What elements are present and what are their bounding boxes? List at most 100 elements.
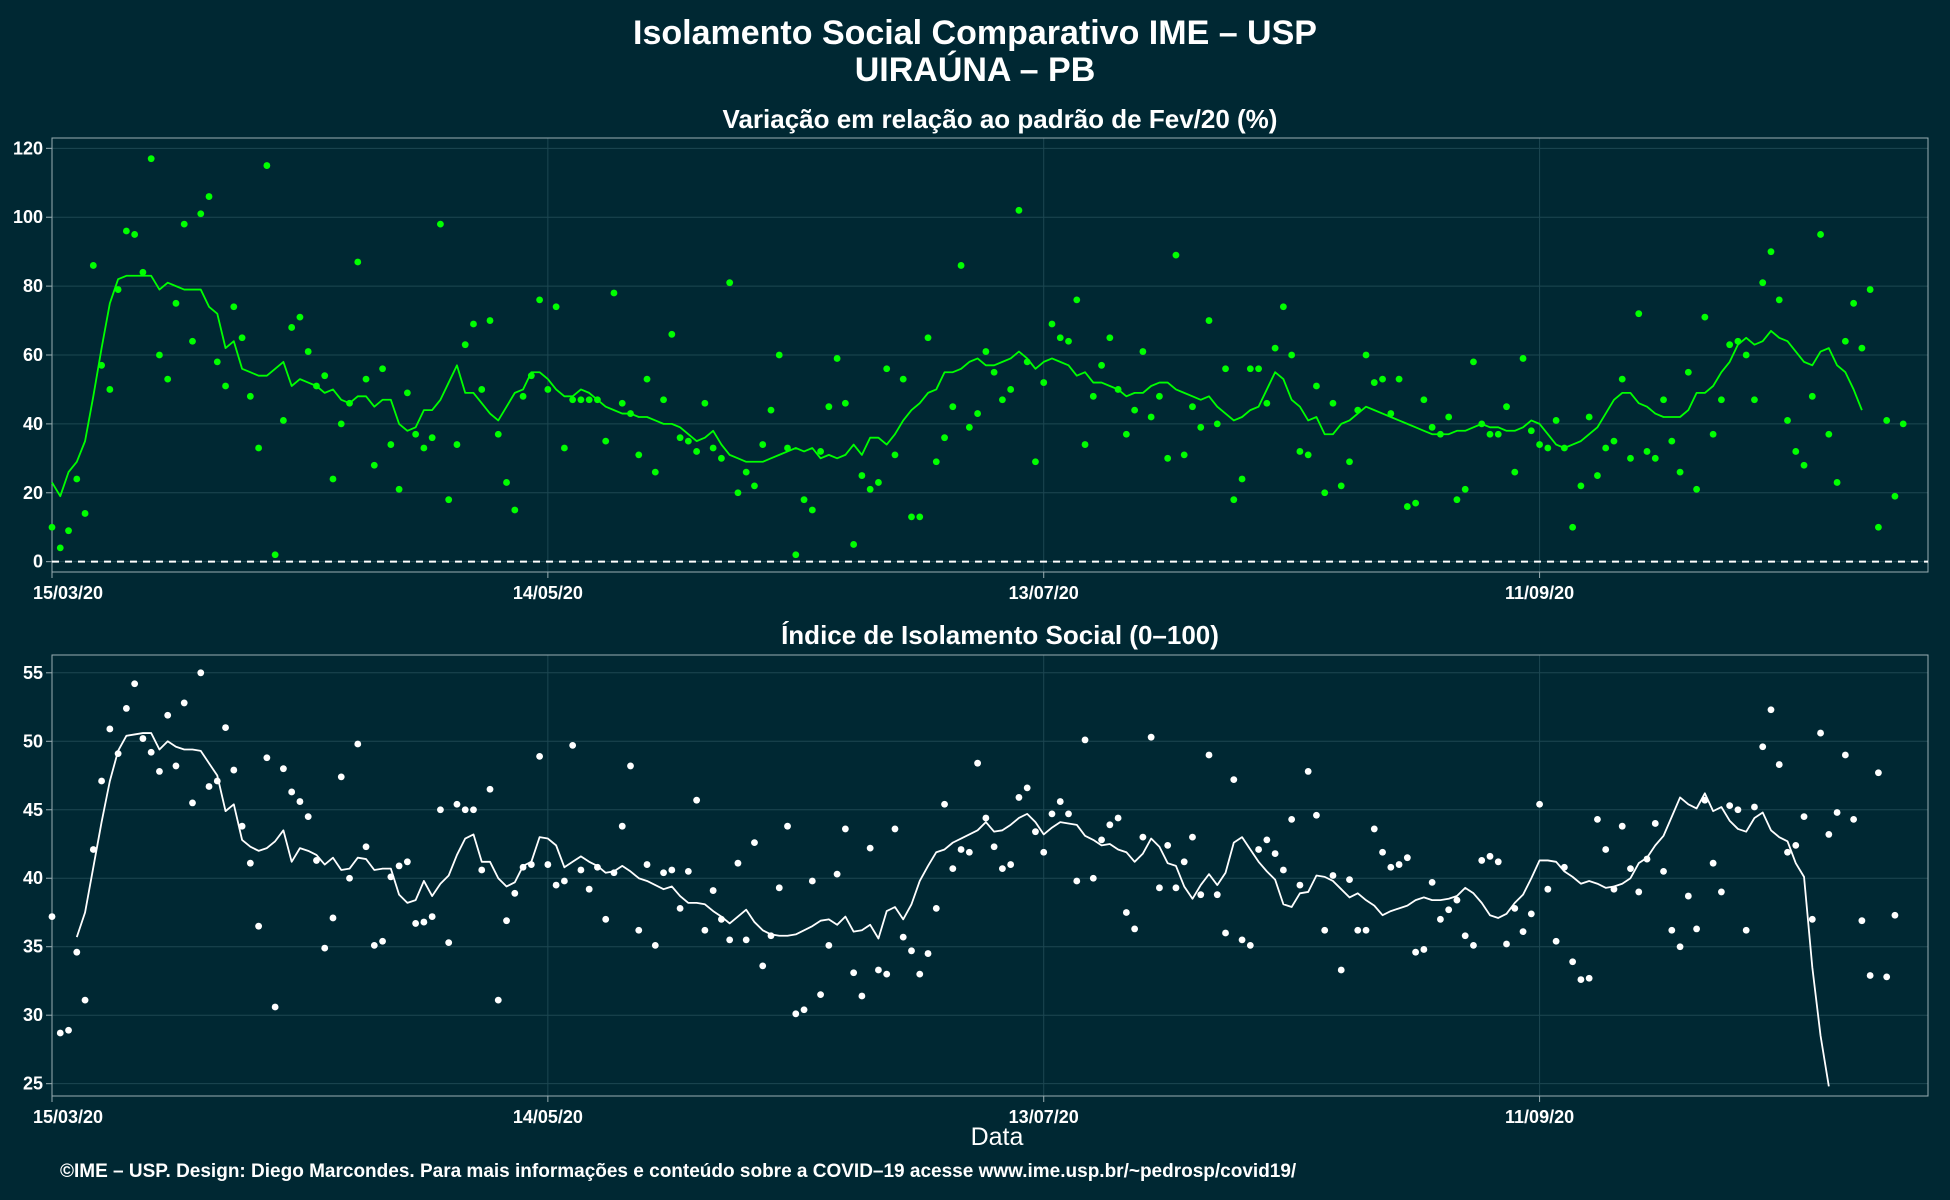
x-axis-label: Data xyxy=(971,1123,1024,1151)
data-point xyxy=(660,396,667,404)
data-point xyxy=(1453,496,1461,504)
data-point xyxy=(271,551,279,559)
data-point xyxy=(544,861,552,868)
data-point xyxy=(1420,946,1428,953)
data-point xyxy=(1296,448,1304,455)
data-point xyxy=(1841,751,1849,759)
data-point xyxy=(1238,475,1246,483)
data-point xyxy=(1164,841,1172,849)
data-point xyxy=(775,351,783,359)
data-point xyxy=(1065,810,1072,818)
data-point xyxy=(89,262,97,269)
data-point xyxy=(1742,926,1750,934)
data-point xyxy=(1759,279,1767,287)
data-point xyxy=(866,485,874,493)
data-point xyxy=(1693,485,1700,493)
data-point xyxy=(701,926,709,934)
data-point xyxy=(1172,884,1180,892)
data-point xyxy=(1899,420,1907,428)
data-point xyxy=(1660,867,1667,875)
data-point xyxy=(1701,796,1709,804)
data-point xyxy=(1387,863,1395,871)
data-point xyxy=(1279,303,1287,311)
data-point xyxy=(1122,430,1130,438)
data-point xyxy=(1709,430,1717,438)
data-point xyxy=(379,365,386,373)
data-point xyxy=(1544,444,1552,452)
data-point xyxy=(527,861,535,868)
data-point xyxy=(1032,458,1039,466)
data-point xyxy=(246,392,254,400)
data-point xyxy=(73,948,81,956)
data-point xyxy=(65,527,72,535)
data-point xyxy=(875,966,882,974)
data-point xyxy=(610,289,618,297)
data-point xyxy=(1883,973,1891,981)
data-point xyxy=(1519,355,1527,362)
data-point xyxy=(1395,861,1403,868)
data-point xyxy=(271,1003,279,1011)
data-point xyxy=(651,941,659,949)
data-point xyxy=(536,296,543,304)
data-point xyxy=(1610,885,1618,893)
data-point xyxy=(1246,365,1254,373)
data-point xyxy=(1147,413,1155,421)
data-point xyxy=(164,711,172,719)
data-point xyxy=(1717,888,1725,896)
data-point xyxy=(1288,351,1296,359)
data-point xyxy=(246,859,254,867)
data-point xyxy=(1643,448,1651,455)
data-point xyxy=(560,444,568,452)
data-point xyxy=(1065,337,1072,345)
data-point xyxy=(833,870,841,878)
data-point xyxy=(156,768,163,775)
data-point xyxy=(222,724,229,731)
data-point xyxy=(205,193,213,200)
data-point xyxy=(536,752,543,760)
data-point xyxy=(932,458,940,466)
data-point xyxy=(1734,806,1742,814)
data-point xyxy=(1346,876,1353,884)
data-point xyxy=(618,822,626,830)
data-point xyxy=(73,475,81,483)
data-point xyxy=(122,227,130,235)
data-point xyxy=(1775,296,1783,304)
data-point xyxy=(205,783,213,790)
y-tick-label: 20 xyxy=(23,483,43,503)
x-tick-label: 13/07/20 xyxy=(1009,1107,1079,1127)
data-point xyxy=(1131,925,1139,933)
data-point xyxy=(478,386,486,393)
data-point xyxy=(329,914,337,922)
data-point xyxy=(1668,437,1676,445)
data-point xyxy=(1222,929,1229,937)
data-point xyxy=(1205,751,1213,759)
data-point xyxy=(585,885,593,893)
data-point xyxy=(726,936,734,944)
data-point xyxy=(1784,417,1791,424)
data-point xyxy=(1751,803,1758,811)
data-point xyxy=(602,437,610,445)
data-point xyxy=(1635,888,1643,896)
data-point xyxy=(1825,430,1833,438)
data-point xyxy=(461,806,469,814)
data-point xyxy=(238,822,246,830)
data-point xyxy=(1478,420,1486,428)
x-tick-label: 14/05/20 xyxy=(513,583,583,603)
data-point xyxy=(1519,928,1527,936)
data-point xyxy=(1412,948,1420,956)
data-point xyxy=(1577,976,1585,983)
data-point xyxy=(949,865,957,873)
data-point xyxy=(1056,798,1064,805)
x-tick-label: 15/03/20 xyxy=(33,1107,103,1127)
data-point xyxy=(527,372,535,380)
data-point xyxy=(1470,941,1477,949)
data-point xyxy=(569,741,577,749)
data-point xyxy=(1552,417,1560,424)
data-point xyxy=(726,279,734,287)
data-point xyxy=(1676,468,1684,476)
data-point xyxy=(850,969,858,977)
y-tick-label: 50 xyxy=(23,731,43,751)
data-point xyxy=(1189,403,1196,411)
data-point xyxy=(280,765,287,773)
